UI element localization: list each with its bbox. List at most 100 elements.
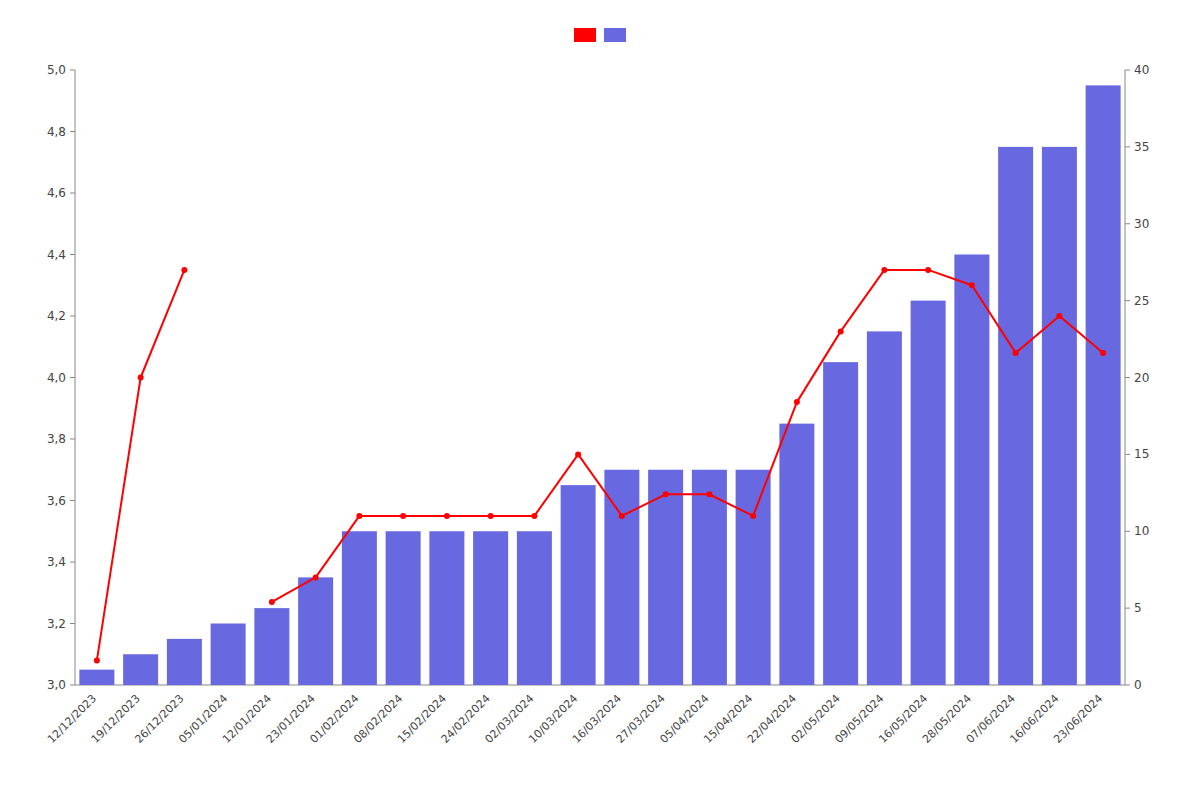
y-tick-label: 3,6 [47,494,66,508]
marker [663,491,669,497]
bar [429,531,464,685]
bar-series [79,85,1120,685]
marker [488,513,494,519]
marker [1013,350,1019,356]
y2-tick [1125,608,1130,609]
y2-tick-label: 5 [1134,601,1142,615]
y2-tick [1125,300,1130,301]
y-tick-label: 3,4 [47,555,66,569]
marker [400,513,406,519]
bar [692,470,727,685]
marker [356,513,362,519]
chart: 3,0 3,2 3,4 3,6 3,8 4,0 4,2 4,4 4,6 4,8 5,0 0 5 10 15 2… [0,0,1200,800]
y2-tick [1125,223,1130,224]
y2-tick [1125,70,1130,71]
bar [604,470,639,685]
bar [1086,85,1121,685]
marker [750,513,756,519]
y2-tick-label: 15 [1134,447,1149,461]
plot-area [79,85,1120,685]
marker [94,657,100,663]
legend [574,28,626,42]
bar [298,577,333,685]
bar [167,639,202,685]
marker [313,574,319,580]
y2-tick-label: 25 [1134,294,1149,308]
y-axis-line [75,70,76,685]
x-axis: 12/12/202319/12/202326/12/202305/01/2024… [45,685,1125,746]
line [97,270,1103,661]
y-tick-label: 3,2 [47,617,66,631]
marker [619,513,625,519]
marker [706,491,712,497]
bar [998,147,1033,685]
y2-axis-line [1125,70,1126,685]
marker [444,513,450,519]
y-tick-label: 4,6 [47,186,66,200]
y-tick-label: 3,8 [47,432,66,446]
line-series [94,267,1106,664]
y-tick-label: 5,0 [47,63,66,77]
marker [181,267,187,273]
y2-tick [1125,377,1130,378]
marker [138,375,144,381]
y-tick [70,623,75,624]
y-tick-label: 4,8 [47,125,66,139]
y-tick-label: 3,0 [47,678,66,692]
legend-swatch [604,28,626,42]
bar [779,424,814,685]
bar [911,301,946,685]
y2-tick [1125,454,1130,455]
marker [531,513,537,519]
y2-tick-label: 20 [1134,371,1149,385]
bar [342,531,377,685]
y2-tick [1125,685,1130,686]
y-tick [70,316,75,317]
y2-tick-label: 30 [1134,217,1149,231]
y-tick [70,500,75,501]
bar [79,670,114,685]
y-tick [70,562,75,563]
x-tick-label: 23/06/2024 [1051,692,1105,746]
y-tick-label: 4,0 [47,371,66,385]
marker [969,282,975,288]
legend-swatch [574,28,596,42]
bar [736,470,771,685]
y2-tick [1125,146,1130,147]
y2-tick [1125,531,1130,532]
y-tick [70,193,75,194]
bar [867,331,902,685]
marker [838,328,844,334]
marker [575,451,581,457]
y-tick [70,685,75,686]
y-tick [70,70,75,71]
y-tick-label: 4,4 [47,248,66,262]
marker [1100,350,1106,356]
y-tick [70,131,75,132]
y2-tick-label: 35 [1134,140,1149,154]
marker [794,399,800,405]
bar [823,362,858,685]
bar [473,531,508,685]
y-tick-label: 4,2 [47,309,66,323]
y-tick [70,377,75,378]
y2-tick-label: 10 [1134,524,1149,538]
bar [123,654,158,685]
bar [1042,147,1077,685]
bar [561,485,596,685]
y-tick [70,254,75,255]
y-axis-left: 3,0 3,2 3,4 3,6 3,8 4,0 4,2 4,4 4,6 4,8 5,0 [47,63,75,692]
y-tick [70,439,75,440]
bar [954,255,989,686]
marker [881,267,887,273]
marker [1056,313,1062,319]
bar [648,470,683,685]
bar [517,531,552,685]
y2-tick-label: 0 [1134,678,1142,692]
bar [386,531,421,685]
marker [269,599,275,605]
bar [211,624,246,686]
bar [254,608,289,685]
y2-tick-label: 40 [1134,63,1149,77]
y-axis-right: 0 5 10 15 20 25 30 35 40 [1125,63,1149,692]
